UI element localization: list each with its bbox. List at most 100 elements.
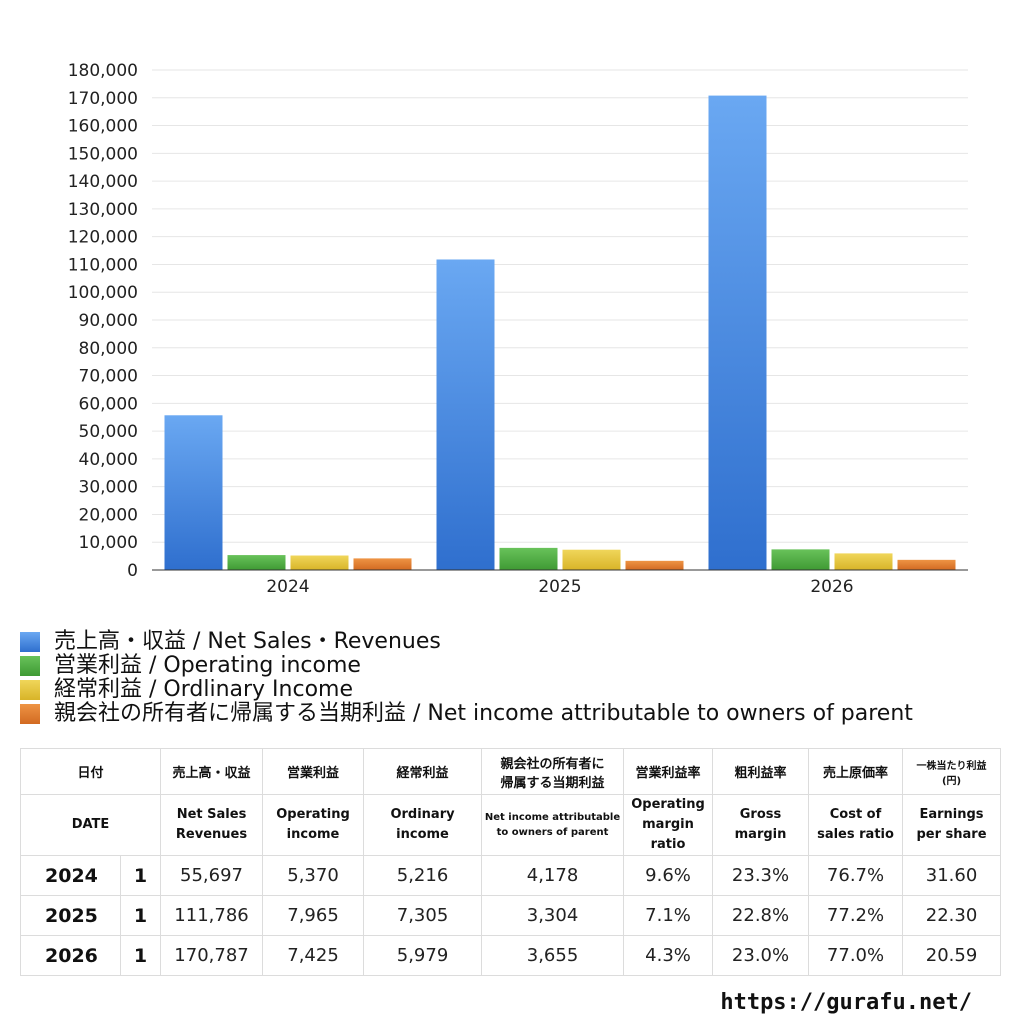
bar-2026-series-1 (771, 549, 830, 570)
header-op-en-line1: Operating (276, 807, 350, 822)
header-gross-en-line2: margin (734, 827, 787, 842)
y-tick-label: 50,000 (79, 422, 138, 442)
y-tick-label: 40,000 (79, 450, 138, 470)
y-axis-tick-labels: 0 10,000 20,000 30,000 40,000 50,000 60,000 70,… (68, 61, 138, 581)
header-date-en: DATE (19, 794, 162, 856)
y-tick-label: 100,000 (68, 283, 138, 303)
cell-month: 1 (119, 935, 162, 976)
source-url: https://gurafu.net/ (720, 990, 972, 1015)
cell-op-margin: 4.3% (623, 935, 714, 976)
bar-2024-series-1 (227, 555, 286, 570)
y-tick-label: 90,000 (79, 311, 138, 331)
y-tick-label: 10,000 (79, 533, 138, 553)
header-gross-en-line1: Gross (739, 807, 782, 822)
y-tick-label: 0 (127, 561, 138, 581)
header-net-en-line2: to owners of parent (496, 827, 609, 838)
bars (164, 95, 956, 570)
cell-gross: 23.0% (712, 935, 810, 976)
legend: 売上高・収益 / Net Sales・Revenues 営業利益 / Opera… (20, 630, 913, 726)
header-op-margin-en-line2: margin (642, 817, 694, 832)
header-gross-en: Gross margin (712, 794, 810, 856)
legend-label: 経常利益 / Ordlinary Income (54, 677, 353, 702)
y-tick-label: 60,000 (79, 394, 138, 414)
y-tick-label: 130,000 (68, 200, 138, 220)
header-cost-jp: 売上原価率 (808, 748, 904, 795)
summary-table: 日付 売上高・収益 営業利益 経常利益 親会社の所有者に 帰属する当期利益 営業… (19, 748, 1002, 976)
y-tick-label: 110,000 (68, 255, 138, 275)
header-sales-en-line1: Net Sales (176, 807, 247, 822)
table-row: 2025 1 111,786 7,965 7,305 3,304 7.1% 22… (20, 895, 1002, 936)
table-row: 2024 1 55,697 5,370 5,216 4,178 9.6% 23.… (20, 855, 1002, 896)
x-tick-label: 2024 (266, 577, 309, 597)
header-date-jp: 日付 (19, 748, 162, 795)
cell-op: 7,425 (262, 935, 365, 976)
y-tick-label: 170,000 (68, 89, 138, 109)
table-header-en: DATE Net Sales Revenues Operating income… (19, 794, 1002, 856)
cell-cost: 77.2% (808, 895, 904, 936)
cell-gross: 23.3% (712, 855, 810, 896)
header-net-jp-line1: 親会社の所有者に (500, 756, 605, 772)
cell-op: 7,965 (262, 895, 365, 936)
cell-op-margin: 7.1% (623, 895, 714, 936)
bar-2026-series-3 (897, 559, 956, 570)
header-ord-en-line2: income (396, 827, 449, 842)
header-op-margin-jp: 営業利益率 (623, 748, 714, 795)
cell-op-margin: 9.6% (623, 855, 714, 896)
bar-2024-series-3 (353, 558, 412, 570)
cell-year: 2025 (20, 895, 121, 936)
header-eps-en-line2: per share (916, 827, 987, 842)
bar-2025-series-1 (499, 547, 558, 570)
header-op-margin-en-line3: ratio (650, 837, 686, 852)
cell-ord: 5,979 (363, 935, 483, 976)
bar-chart: 0 10,000 20,000 30,000 40,000 50,000 60,000 70,… (68, 61, 968, 597)
cell-month: 1 (119, 895, 162, 936)
cell-net: 3,655 (481, 935, 625, 976)
header-net-en-line1: Net income attributable (484, 812, 621, 823)
legend-swatch-ordinary-income (20, 680, 40, 700)
cell-sales: 111,786 (160, 895, 264, 936)
header-sales-en: Net Sales Revenues (160, 794, 264, 856)
header-ord-jp: 経常利益 (363, 748, 483, 795)
header-eps-jp-line1: 一株当たり利益 (916, 760, 987, 772)
legend-item-net-income: 親会社の所有者に帰属する当期利益 / Net income attributab… (20, 702, 913, 726)
cell-ord: 7,305 (363, 895, 483, 936)
header-eps-jp-line2: (円) (941, 775, 962, 787)
cell-ord: 5,216 (363, 855, 483, 896)
cell-sales: 55,697 (160, 855, 264, 896)
header-op-en: Operating income (262, 794, 365, 856)
y-tick-label: 120,000 (68, 228, 138, 248)
header-op-margin-en: Operating margin ratio (623, 794, 714, 856)
x-tick-label: 2025 (538, 577, 581, 597)
header-op-margin-en-line1: Operating (631, 797, 705, 812)
header-eps-en: Earnings per share (902, 794, 1002, 856)
bar-2025-series-0 (436, 259, 495, 570)
header-eps-en-line1: Earnings (919, 807, 984, 822)
bar-2024-series-0 (164, 415, 223, 570)
cell-year: 2026 (20, 935, 121, 976)
header-op-jp: 営業利益 (262, 748, 365, 795)
cell-year: 2024 (20, 855, 121, 896)
legend-item-net-sales: 売上高・収益 / Net Sales・Revenues (20, 630, 913, 654)
header-sales-jp: 売上高・収益 (160, 748, 264, 795)
cell-gross: 22.8% (712, 895, 810, 936)
legend-label: 営業利益 / Operating income (54, 653, 361, 678)
table-header-jp: 日付 売上高・収益 営業利益 経常利益 親会社の所有者に 帰属する当期利益 営業… (19, 748, 1002, 795)
legend-label: 売上高・収益 / Net Sales・Revenues (54, 629, 441, 654)
cell-net: 4,178 (481, 855, 625, 896)
cell-cost: 76.7% (808, 855, 904, 896)
y-tick-label: 140,000 (68, 172, 138, 192)
legend-item-ordinary-income: 経常利益 / Ordlinary Income (20, 678, 913, 702)
bar-2024-series-2 (290, 555, 349, 570)
bar-2026-series-0 (708, 95, 767, 570)
cell-sales: 170,787 (160, 935, 264, 976)
header-op-en-line2: income (286, 827, 340, 842)
legend-swatch-operating-income (20, 656, 40, 676)
legend-swatch-net-income (20, 704, 40, 724)
x-tick-label: 2026 (810, 577, 853, 597)
y-tick-label: 150,000 (68, 144, 138, 164)
x-axis-tick-labels: 2024 2025 2026 (266, 577, 853, 597)
legend-item-operating-income: 営業利益 / Operating income (20, 654, 913, 678)
y-tick-label: 70,000 (79, 367, 138, 387)
cell-net: 3,304 (481, 895, 625, 936)
header-cost-en: Cost of sales ratio (808, 794, 904, 856)
